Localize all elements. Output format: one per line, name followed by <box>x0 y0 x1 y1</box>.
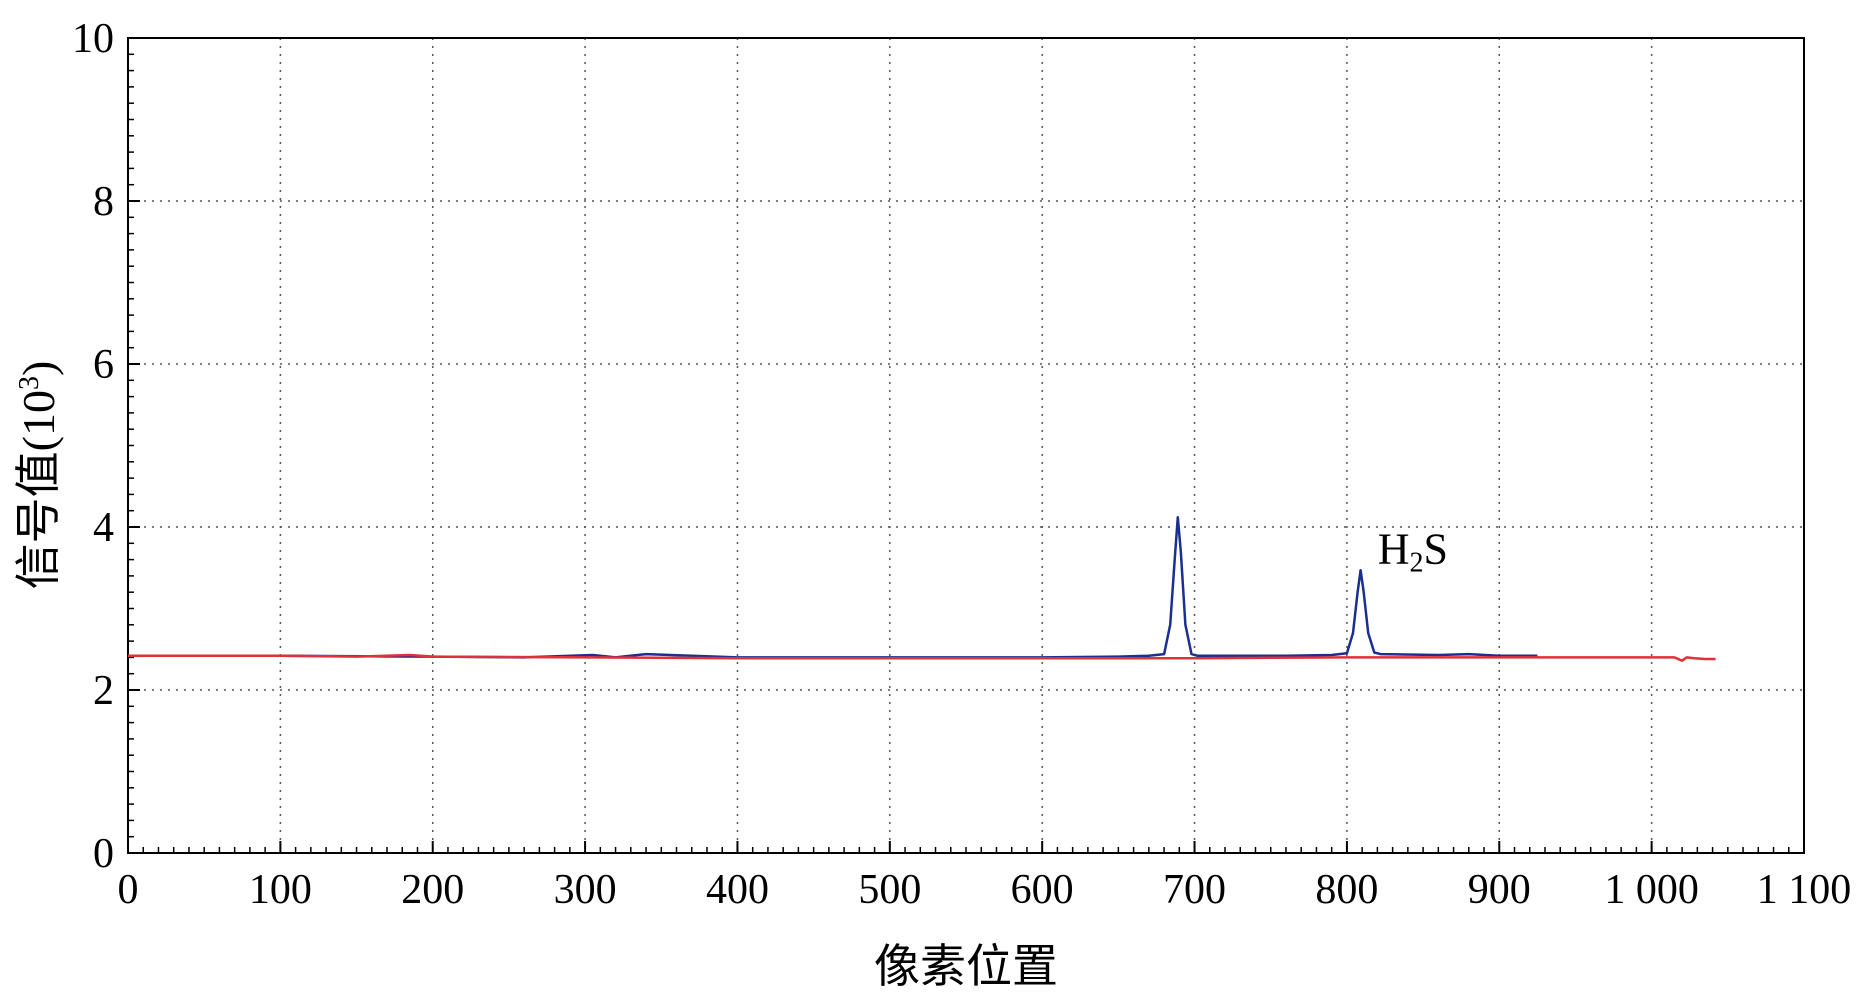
x-axis-title: 像素位置 <box>874 941 1058 992</box>
y-axis-title-main: 信号值(10 <box>13 390 64 589</box>
x-tick-label: 600 <box>1011 867 1074 913</box>
x-tick-label: 100 <box>249 867 312 913</box>
x-tick-label: 400 <box>706 867 769 913</box>
x-tick-labels: 0 100 200 300 400 500 600 700 800 900 1 000 1 100 <box>118 867 1852 913</box>
peak-annotation: H2S <box>1378 525 1448 579</box>
x-tick-label: 1 000 <box>1604 867 1699 913</box>
y-axis-title-superscript: 3 <box>14 376 45 390</box>
y-tick-label: 10 <box>72 16 114 62</box>
y-tick-label: 0 <box>93 831 114 877</box>
x-tick-label: 300 <box>554 867 617 913</box>
y-tick-label: 6 <box>93 342 114 388</box>
series-line-1 <box>128 515 1538 659</box>
y-tick-labels: 0 2 4 6 8 10 <box>72 16 114 877</box>
annotations: H2S <box>1378 525 1448 579</box>
annotation-tail: S <box>1424 525 1448 574</box>
y-axis-title-close: ) <box>13 361 64 376</box>
series-line-2 <box>128 653 1716 662</box>
y-axis-title: 信号值(103) <box>13 361 64 590</box>
y-tick-label: 4 <box>93 505 114 551</box>
series-lines <box>128 515 1716 662</box>
x-tick-label: 800 <box>1315 867 1378 913</box>
x-tick-label: 0 <box>118 867 139 913</box>
y-tick-label: 2 <box>93 668 114 714</box>
y-tick-label: 8 <box>93 179 114 225</box>
minor-ticks <box>127 37 1805 854</box>
plot-frame <box>127 37 1805 854</box>
x-tick-label: 700 <box>1163 867 1226 913</box>
x-tick-label: 500 <box>858 867 921 913</box>
x-tick-label: 200 <box>401 867 464 913</box>
x-tick-label: 900 <box>1468 867 1531 913</box>
annotation-main: H <box>1378 525 1410 574</box>
annotation-subscript: 2 <box>1410 548 1424 579</box>
grid-lines <box>128 38 1804 853</box>
x-tick-label: 1 100 <box>1757 867 1852 913</box>
